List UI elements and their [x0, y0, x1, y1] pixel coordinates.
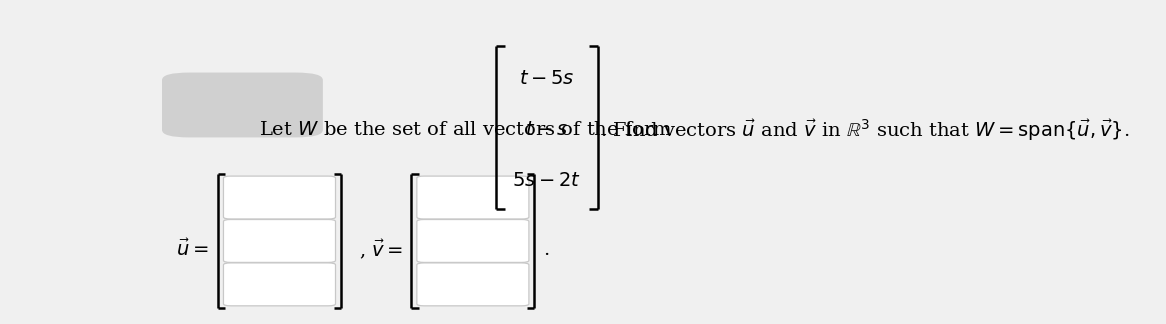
- Text: , $\vec{v} =$: , $\vec{v} =$: [359, 238, 403, 261]
- Text: $5s - 2t$: $5s - 2t$: [512, 172, 582, 190]
- Text: $\vec{u} =$: $\vec{u} =$: [176, 239, 209, 260]
- FancyBboxPatch shape: [224, 263, 336, 306]
- FancyBboxPatch shape: [224, 219, 336, 262]
- FancyBboxPatch shape: [417, 263, 529, 306]
- FancyBboxPatch shape: [417, 176, 529, 219]
- Text: . Find vectors $\vec{u}$ and $\vec{v}$ in $\mathbb{R}^3$ such that $W = \mathrm{: . Find vectors $\vec{u}$ and $\vec{v}$ i…: [600, 117, 1130, 143]
- FancyBboxPatch shape: [162, 73, 323, 137]
- Text: .: .: [543, 241, 549, 259]
- Text: $t - 5s$: $t - 5s$: [519, 70, 575, 88]
- Text: Let $W$ be the set of all vectors of the form: Let $W$ be the set of all vectors of the…: [259, 121, 673, 139]
- Text: $t - s$: $t - s$: [526, 121, 569, 139]
- FancyBboxPatch shape: [417, 219, 529, 262]
- FancyBboxPatch shape: [224, 176, 336, 219]
